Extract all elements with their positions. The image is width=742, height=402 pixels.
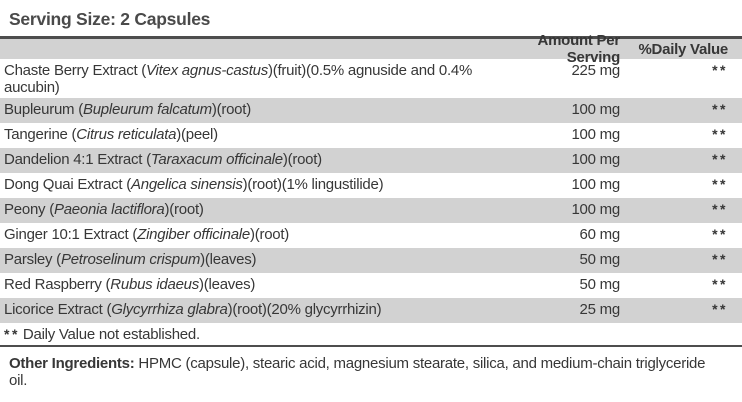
- ingredient-name-text: Dong Quai Extract (: [4, 176, 131, 193]
- ingredient-daily-value: **: [712, 151, 728, 167]
- ingredients-table: Amount Per Serving %Daily Value Chaste B…: [0, 32, 742, 347]
- ingredient-row: Red Raspberry (Rubus idaeus)(leaves) 50 m…: [0, 273, 742, 298]
- ingredient-amount: 25 mg: [579, 301, 621, 318]
- botanical-name: Taraxacum officinale: [150, 151, 283, 168]
- ingredient-amount: 100 mg: [571, 201, 620, 218]
- ingredient-name-text: )(fruit)(0.5% agnuside and 0.4% aucubin): [4, 62, 473, 96]
- ingredient-amount: 100 mg: [571, 101, 620, 118]
- botanical-name: Angelica sinensis: [130, 176, 243, 193]
- footnote-marker: **: [4, 326, 20, 342]
- ingredient-name: Parsley (Petroselinum crispum)(leaves): [0, 248, 500, 270]
- botanical-name: Bupleurum falcatum: [82, 101, 212, 118]
- botanical-name: Vitex agnus-castus: [146, 62, 269, 79]
- ingredient-name-text: )(root): [249, 226, 290, 243]
- footnote-text: Daily Value not established.: [22, 326, 200, 343]
- other-ingredients-text: HPMC (capsule), stearic acid, magnesium …: [9, 355, 706, 389]
- ingredient-name-text: )(root)(1% lingustilide): [242, 176, 384, 193]
- ingredient-amount: 100 mg: [571, 151, 620, 168]
- ingredient-row: Peony (Paeonia lactiflora)(root) 100 mg **: [0, 198, 742, 223]
- ingredient-name-text: Ginger 10:1 Extract (: [4, 226, 138, 243]
- ingredient-name-text: Tangerine (: [4, 126, 77, 143]
- ingredient-name-text: Licorice Extract (: [4, 301, 112, 318]
- ingredient-row: Chaste Berry Extract (Vitex agnus-castus…: [0, 59, 742, 98]
- botanical-name: Citrus reticulata: [76, 126, 177, 143]
- ingredient-name-text: Red Raspberry (: [4, 276, 111, 293]
- ingredient-amount: 100 mg: [571, 176, 620, 193]
- ingredient-rows: Chaste Berry Extract (Vitex agnus-castus…: [0, 59, 742, 323]
- ingredient-name-text: Parsley (: [4, 251, 61, 268]
- botanical-name: Zingiber officinale: [137, 226, 250, 243]
- ingredient-daily-value: **: [712, 126, 728, 142]
- ingredient-name-text: )(peel): [176, 126, 218, 143]
- ingredient-row: Ginger 10:1 Extract (Zingiber officinale…: [0, 223, 742, 248]
- ingredient-row: Dong Quai Extract (Angelica sinensis)(ro…: [0, 173, 742, 198]
- ingredient-daily-value: **: [712, 201, 728, 217]
- ingredient-daily-value: **: [712, 101, 728, 117]
- ingredient-daily-value: **: [712, 301, 728, 317]
- ingredient-amount: 100 mg: [571, 126, 620, 143]
- serving-size-title: Serving Size: 2 Capsules: [9, 9, 211, 29]
- ingredient-name: Peony (Paeonia lactiflora)(root): [0, 198, 500, 220]
- col-header-daily-value: %Daily Value: [638, 40, 728, 58]
- botanical-name: Rubus idaeus: [110, 276, 200, 293]
- ingredient-row: Licorice Extract (Glycyrrhiza glabra)(ro…: [0, 298, 742, 323]
- ingredient-name-text: Dandelion 4:1 Extract (: [4, 151, 151, 168]
- ingredient-name-text: )(root): [282, 151, 322, 168]
- ingredient-amount: 225 mg: [571, 62, 620, 79]
- ingredient-amount: 60 mg: [579, 226, 621, 243]
- ingredient-row: Parsley (Petroselinum crispum)(leaves) 50…: [0, 248, 742, 273]
- botanical-name: Glycyrrhiza glabra: [111, 301, 228, 318]
- ingredient-amount: 50 mg: [579, 276, 621, 293]
- ingredient-name-text: )(root)(20% glycyrrhizin): [227, 301, 382, 318]
- ingredient-name-text: Peony (: [4, 201, 54, 218]
- ingredient-row: Tangerine (Citrus reticulata)(peel) 100 m…: [0, 123, 742, 148]
- ingredient-name-text: )(leaves): [199, 276, 256, 293]
- ingredient-name: Dong Quai Extract (Angelica sinensis)(ro…: [0, 173, 500, 195]
- ingredient-daily-value: **: [712, 176, 728, 192]
- ingredient-amount: 50 mg: [579, 251, 621, 268]
- botanical-name: Petroselinum crispum: [60, 251, 201, 268]
- ingredient-name-text: )(leaves): [200, 251, 257, 268]
- ingredient-name: Ginger 10:1 Extract (Zingiber officinale…: [0, 223, 500, 245]
- ingredient-row: Bupleurum (Bupleurum falcatum)(root) 100 …: [0, 98, 742, 123]
- ingredient-name-text: )(root): [164, 201, 204, 218]
- ingredient-name: Red Raspberry (Rubus idaeus)(leaves): [0, 273, 500, 295]
- col-header-amount-per-serving: Amount Per Serving: [537, 32, 620, 66]
- col-header-ingredient: [0, 48, 500, 50]
- ingredient-name-text: )(root): [211, 101, 251, 118]
- footnote-row: ** Daily Value not established.: [0, 323, 742, 347]
- other-ingredients: Other Ingredients: HPMC (capsule), stear…: [9, 355, 726, 389]
- other-ingredients-label: Other Ingredients:: [9, 355, 135, 372]
- ingredient-daily-value: **: [712, 226, 728, 242]
- ingredient-name: Licorice Extract (Glycyrrhiza glabra)(ro…: [0, 298, 500, 320]
- ingredient-daily-value: **: [712, 62, 728, 78]
- ingredient-name-text: Chaste Berry Extract (: [4, 62, 147, 79]
- ingredient-name-text: Bupleurum (: [4, 101, 83, 118]
- ingredient-name: Bupleurum (Bupleurum falcatum)(root): [0, 98, 500, 120]
- ingredient-name: Chaste Berry Extract (Vitex agnus-castus…: [0, 59, 500, 98]
- ingredient-row: Dandelion 4:1 Extract (Taraxacum officin…: [0, 148, 742, 173]
- ingredient-daily-value: **: [712, 276, 728, 292]
- table-header-row: Amount Per Serving %Daily Value: [0, 32, 742, 66]
- ingredient-name: Dandelion 4:1 Extract (Taraxacum officin…: [0, 148, 500, 170]
- botanical-name: Paeonia lactiflora: [53, 201, 165, 218]
- ingredient-daily-value: **: [712, 251, 728, 267]
- ingredient-name: Tangerine (Citrus reticulata)(peel): [0, 123, 500, 145]
